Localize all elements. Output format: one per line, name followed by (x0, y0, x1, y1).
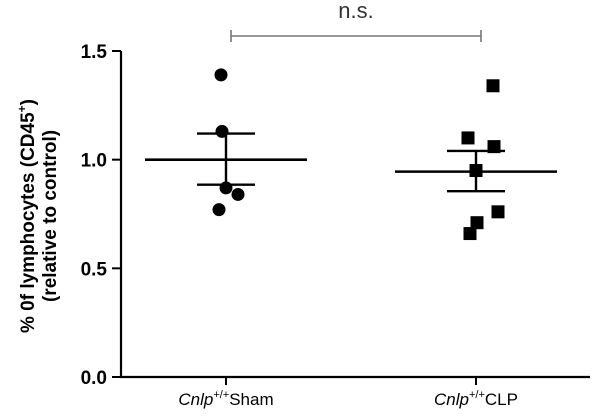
x-tick-label-1: Cnlp+/+CLP (434, 389, 518, 409)
significance-label: n.s. (338, 0, 373, 23)
data-point-0-3 (231, 187, 245, 201)
y-axis-title-line1: % 0f lymphocytes (CD45+) (15, 99, 39, 333)
y-tick-label-0: 0.0 (81, 368, 107, 389)
data-point-1-4 (491, 205, 505, 219)
data-point-1-5 (470, 216, 484, 230)
y-tick-label-1: 0.5 (81, 259, 108, 280)
data-point-0-0 (214, 68, 228, 82)
x-tick-label-0: Cnlp+/+Sham (178, 389, 273, 409)
data-point-1-0 (486, 79, 500, 93)
data-point-0-4 (212, 203, 226, 217)
y-tick-label-2: 1.0 (81, 151, 107, 172)
y-tick-label-3: 1.5 (81, 42, 108, 63)
y-axis-title-line2: (relative to control) (40, 130, 61, 302)
data-point-1-1 (461, 131, 475, 145)
data-point-1-6 (463, 227, 477, 241)
